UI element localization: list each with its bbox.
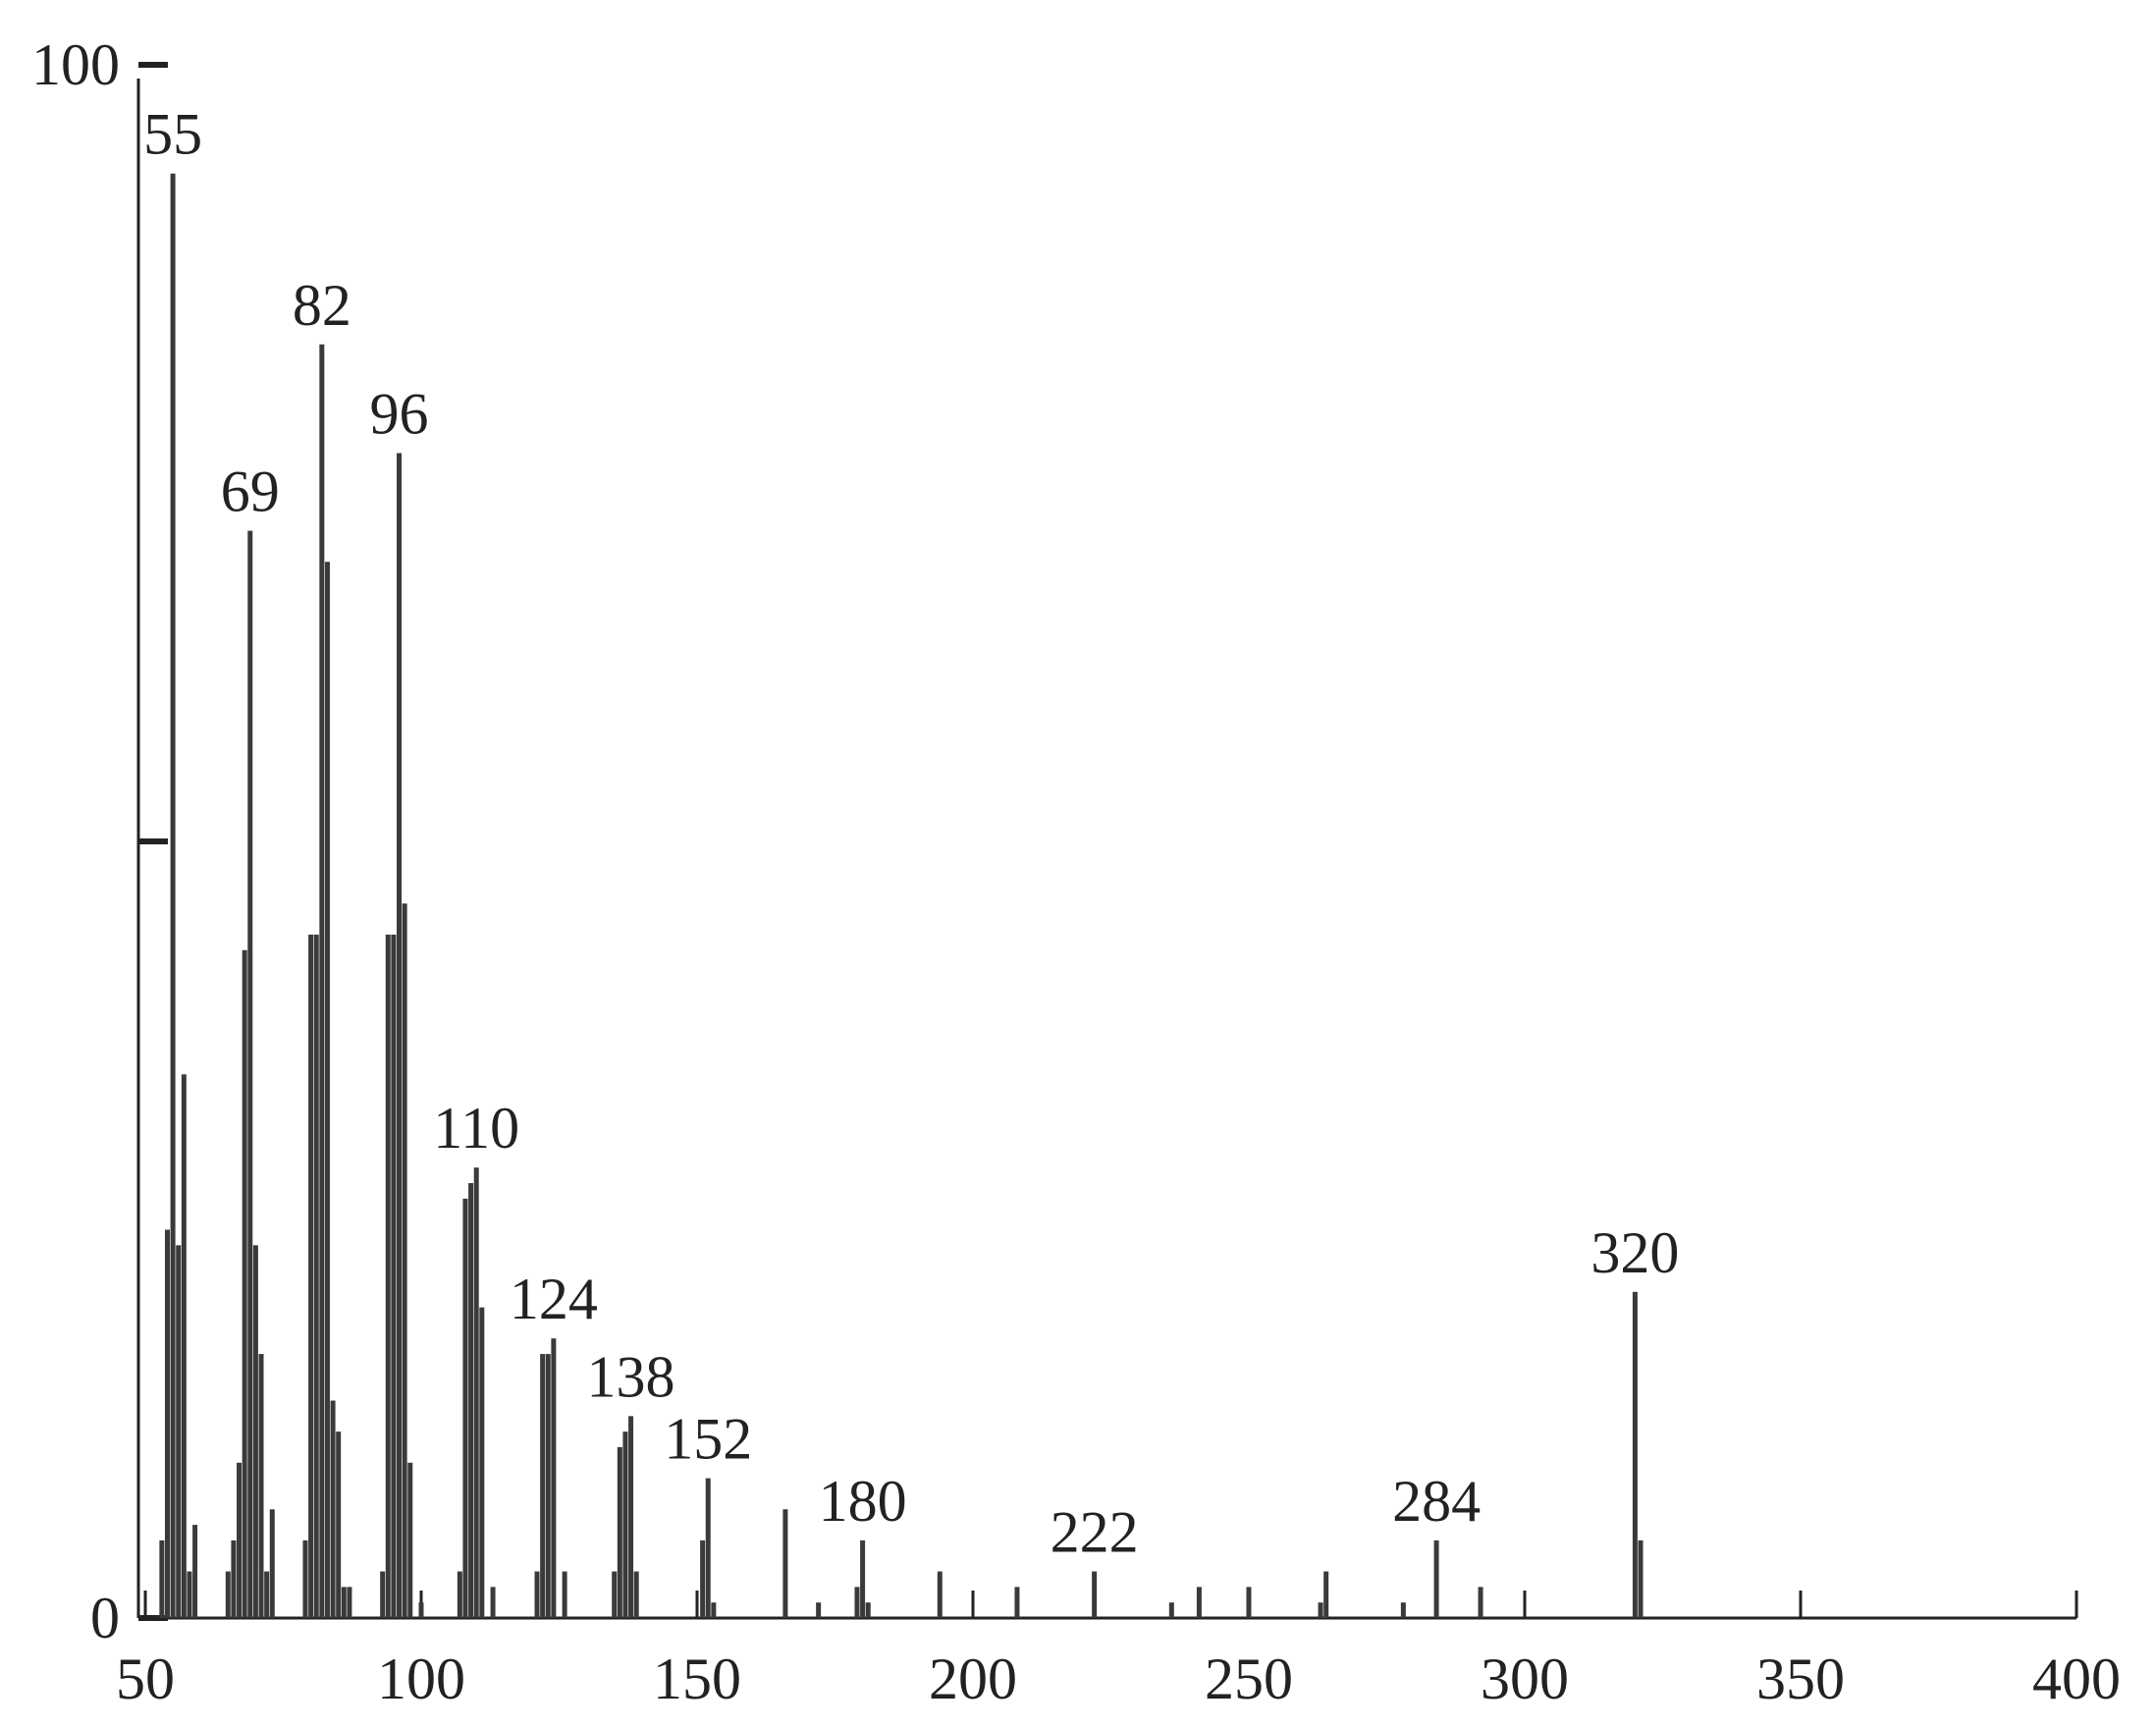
peak-bar xyxy=(1196,1587,1202,1618)
x-tick-label: 150 xyxy=(653,1647,741,1711)
peak-bar xyxy=(264,1571,270,1618)
peak-bar xyxy=(462,1198,468,1618)
peak-bar xyxy=(1323,1571,1329,1618)
peak-bar xyxy=(252,1245,258,1618)
peak-bar xyxy=(225,1571,231,1618)
peak-bar xyxy=(617,1446,622,1618)
peak-bar xyxy=(313,934,319,1618)
peak-bar xyxy=(1092,1571,1098,1618)
peak-bar xyxy=(705,1478,711,1618)
peak-label: 96 xyxy=(370,382,429,447)
peak-bar xyxy=(187,1571,192,1618)
peak-bar xyxy=(164,1229,170,1618)
peak-bar xyxy=(319,344,325,1618)
peak-bar xyxy=(937,1571,943,1618)
peak-bar xyxy=(490,1587,496,1618)
peak-bar xyxy=(816,1602,822,1618)
x-tick-label: 200 xyxy=(929,1647,1017,1711)
peak-bar xyxy=(380,1571,386,1618)
peak-label: 138 xyxy=(587,1344,675,1409)
peak-bar xyxy=(782,1509,788,1618)
peak-label: 124 xyxy=(510,1267,598,1331)
peak-bar xyxy=(628,1416,634,1618)
peak-bar xyxy=(302,1539,308,1618)
peak-bar xyxy=(181,1074,187,1618)
peak-bar xyxy=(612,1571,618,1618)
peak-bar xyxy=(330,1400,336,1618)
peak-bar xyxy=(385,934,391,1618)
peak-bar xyxy=(258,1354,264,1618)
peak-bar xyxy=(545,1354,551,1618)
x-tick-label: 400 xyxy=(2032,1647,2121,1711)
peak-bar xyxy=(391,934,397,1618)
peak-bar xyxy=(237,1462,243,1618)
peak-bar xyxy=(1638,1539,1644,1618)
peak-bar xyxy=(622,1431,628,1618)
peak-bar xyxy=(242,949,247,1618)
peak-bar xyxy=(336,1431,342,1618)
peak-bar xyxy=(1478,1587,1483,1618)
x-tick-label: 100 xyxy=(377,1647,465,1711)
peak-label: 180 xyxy=(819,1469,907,1534)
peak-bar xyxy=(479,1307,485,1618)
peak-label: 152 xyxy=(664,1407,752,1472)
peak-label: 222 xyxy=(1051,1500,1139,1565)
peak-bar xyxy=(473,1167,479,1618)
peak-bar xyxy=(1433,1539,1439,1618)
peak-bar xyxy=(1246,1587,1252,1618)
y-tick-label: 100 xyxy=(31,32,120,97)
peak-bar xyxy=(854,1587,860,1618)
x-tick-label: 300 xyxy=(1481,1647,1569,1711)
peak-bar xyxy=(700,1539,706,1618)
peak-bar xyxy=(308,934,314,1618)
peak-bar xyxy=(347,1587,352,1618)
peak-bar xyxy=(407,1462,413,1618)
peak-bar xyxy=(397,453,403,1618)
peak-bar xyxy=(192,1525,198,1618)
peak-bar xyxy=(860,1539,866,1618)
peak-bar xyxy=(1014,1587,1020,1618)
peak-bar xyxy=(176,1245,182,1618)
peak-bar xyxy=(269,1509,275,1618)
peak-bar xyxy=(324,562,330,1618)
peak-label: 69 xyxy=(221,459,280,524)
peak-bar xyxy=(457,1571,462,1618)
peak-bar xyxy=(1318,1602,1323,1618)
peak-bar xyxy=(1400,1602,1406,1618)
peak-label: 82 xyxy=(293,273,351,338)
x-tick-label: 350 xyxy=(1756,1647,1845,1711)
y-tick-label: 0 xyxy=(90,1586,120,1650)
peak-bar xyxy=(159,1539,165,1618)
peak-bar xyxy=(1168,1602,1174,1618)
peak-label: 55 xyxy=(143,102,202,167)
peak-label: 320 xyxy=(1590,1220,1679,1285)
peak-bar xyxy=(1632,1291,1638,1618)
x-tick-label: 250 xyxy=(1205,1647,1293,1711)
peak-label: 110 xyxy=(433,1096,519,1161)
peak-bar xyxy=(551,1338,557,1618)
peak-bar xyxy=(231,1539,237,1618)
peak-bar xyxy=(711,1602,717,1618)
peak-bar xyxy=(341,1587,347,1618)
peak-bar xyxy=(418,1602,424,1618)
peak-bar xyxy=(633,1571,639,1618)
peak-bar xyxy=(170,173,176,1619)
peak-label: 284 xyxy=(1392,1469,1481,1534)
peak-bar xyxy=(247,530,253,1618)
peak-bar xyxy=(540,1354,546,1618)
x-tick-label: 50 xyxy=(116,1647,175,1711)
peak-bar xyxy=(865,1602,871,1618)
peak-bar xyxy=(402,903,407,1618)
peak-bar xyxy=(562,1571,567,1618)
peak-bar xyxy=(468,1183,474,1618)
peak-bar xyxy=(534,1571,540,1618)
